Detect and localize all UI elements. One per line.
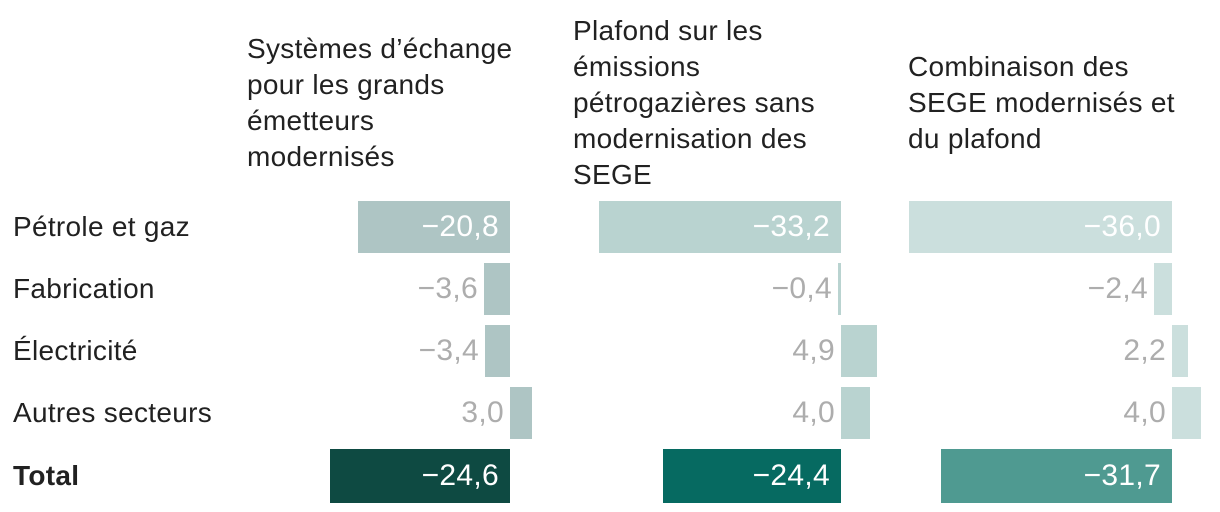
row-label-electricite: Électricité bbox=[13, 335, 138, 366]
bar-value-label: −3,4 bbox=[418, 334, 479, 367]
column-header-plafond-petrogazier: Plafond sur les émissions pétrogazières … bbox=[573, 14, 815, 190]
bar-value-label: −24,4 bbox=[752, 459, 830, 492]
bar bbox=[485, 325, 510, 377]
bar bbox=[358, 201, 510, 253]
bar-value-label: 4,0 bbox=[792, 396, 835, 429]
row-label-autres-secteurs: Autres secteurs bbox=[13, 397, 213, 428]
column-header-sege-modernises: Systèmes d’échange pour les grands émett… bbox=[247, 32, 513, 172]
bar-value-label: −24,6 bbox=[421, 459, 499, 492]
bar bbox=[599, 201, 841, 253]
bar-value-label: −2,4 bbox=[1087, 272, 1148, 305]
bar bbox=[838, 263, 841, 315]
bar-value-label: 4,0 bbox=[1123, 396, 1166, 429]
bar-value-label: −20,8 bbox=[421, 210, 499, 243]
bar-value-label: −33,2 bbox=[752, 210, 830, 243]
bar bbox=[941, 449, 1172, 503]
bar-value-label: 3,0 bbox=[461, 396, 504, 429]
bar bbox=[330, 449, 510, 503]
bar bbox=[909, 201, 1172, 253]
bar bbox=[1154, 263, 1172, 315]
bar-value-label: −0,4 bbox=[771, 272, 832, 305]
bar bbox=[510, 387, 532, 439]
bar bbox=[841, 387, 870, 439]
bar bbox=[1172, 387, 1201, 439]
bar-value-label: −36,0 bbox=[1083, 210, 1161, 243]
bar-value-label: 2,2 bbox=[1123, 334, 1166, 367]
row-label-petrole-et-gaz: Pétrole et gaz bbox=[13, 211, 190, 242]
bar bbox=[1172, 325, 1188, 377]
row-label-total: Total bbox=[13, 460, 80, 491]
bar-value-label: 4,9 bbox=[792, 334, 835, 367]
bar-value-label: −31,7 bbox=[1083, 459, 1161, 492]
row-label-fabrication: Fabrication bbox=[13, 273, 155, 304]
bar bbox=[484, 263, 510, 315]
bar bbox=[841, 325, 877, 377]
bar-value-label: −3,6 bbox=[417, 272, 478, 305]
column-header-combinaison: Combinaison des SEGE modernisés et du pl… bbox=[908, 50, 1175, 154]
bar bbox=[663, 449, 841, 503]
